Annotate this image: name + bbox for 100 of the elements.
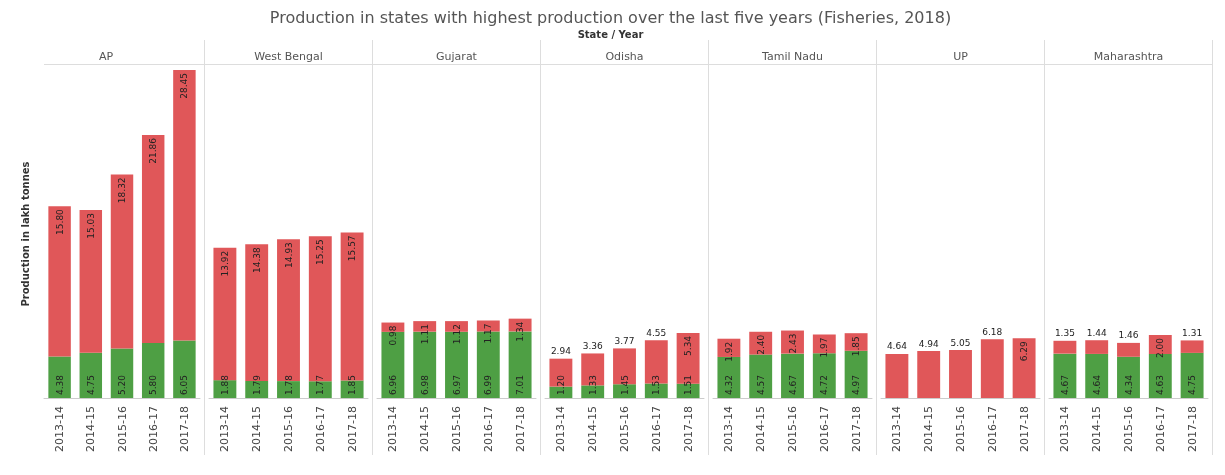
x-tick-label: 2014-15 [754, 406, 768, 453]
bar [749, 354, 773, 399]
bar [1053, 340, 1077, 354]
data-label: 6.97 [451, 374, 462, 396]
data-label: 1.97 [819, 337, 830, 358]
data-label: 1.31 [1182, 327, 1203, 338]
data-label: 4.97 [851, 374, 862, 396]
x-tick-label: 2013-14 [722, 406, 736, 453]
data-label: 4.34 [1123, 374, 1134, 396]
x-tick-label: 2017-18 [849, 406, 863, 453]
data-label: 5.20 [117, 374, 127, 396]
x-tick-label: 2016-17 [146, 406, 160, 453]
bar [917, 351, 941, 399]
x-tick-label: 2013-14 [218, 406, 232, 453]
data-label: 1.85 [347, 374, 358, 396]
data-label: 15.57 [347, 235, 358, 262]
data-label: 6.99 [483, 374, 494, 396]
data-label: 1.35 [1054, 328, 1075, 339]
x-tick-label: 2016-17 [481, 406, 495, 453]
x-tick-label: 2014-15 [586, 406, 600, 453]
bar [885, 353, 909, 399]
data-label: 6.96 [387, 374, 398, 396]
bar [173, 340, 196, 399]
x-tick-label: 2014-15 [250, 406, 264, 453]
x-tick-label: 2015-16 [282, 406, 295, 453]
data-label: 1.11 [419, 324, 430, 345]
x-tick-label: 2017-18 [177, 406, 191, 453]
x-tick-label: 2013-14 [53, 406, 67, 453]
chart-title: Maharashtra [1093, 50, 1164, 63]
bar [79, 352, 103, 399]
data-label: 1.46 [1118, 330, 1139, 341]
data-label: 4.67 [1059, 374, 1070, 396]
data-label: 5.34 [683, 335, 694, 356]
data-label: 4.94 [918, 338, 939, 349]
x-tick-label: 2014-15 [1090, 406, 1104, 453]
data-label: 7.01 [515, 374, 526, 396]
data-label: 1.45 [619, 374, 630, 396]
x-tick-label: 2016-17 [985, 406, 999, 453]
x-tick-label: 2013-14 [386, 406, 400, 453]
data-label: 1.85 [851, 336, 862, 357]
chart-title: UP [953, 50, 969, 63]
bar [141, 342, 165, 399]
data-label: 0.98 [387, 325, 398, 346]
bar [173, 70, 196, 341]
y-axis-title: Production in lakh tonnes [19, 161, 31, 307]
data-label: 1.92 [723, 341, 734, 362]
data-label: 18.32 [117, 177, 127, 204]
x-tick-label: 2015-16 [1122, 406, 1135, 453]
data-label: 6.18 [982, 326, 1003, 337]
data-label: 21.86 [148, 137, 159, 164]
x-tick-label: 2014-15 [84, 406, 98, 453]
chart-title: Tamil Nadu [761, 50, 823, 63]
data-label: 28.45 [179, 73, 190, 99]
data-label: 3.36 [582, 340, 603, 351]
data-label: 5.80 [148, 374, 159, 396]
data-label: 1.34 [515, 321, 526, 342]
data-label: 2.43 [787, 333, 798, 354]
data-label: 1.51 [683, 374, 694, 396]
data-label: 15.03 [85, 212, 96, 239]
x-tick-label: 2013-14 [1058, 406, 1072, 453]
x-tick-label: 2016-17 [649, 406, 663, 453]
bar [949, 350, 972, 399]
data-label: 4.64 [1091, 374, 1102, 396]
bar [1085, 340, 1109, 354]
x-tick-label: 2016-17 [313, 406, 327, 453]
x-tick-label: 2014-15 [418, 406, 432, 453]
data-label: 4.38 [54, 374, 65, 396]
data-label: 4.55 [646, 327, 667, 338]
text: State / Year [576, 29, 645, 40]
x-tick-label: 2017-18 [1185, 406, 1199, 453]
data-label: 1.17 [483, 323, 494, 344]
bar [110, 174, 134, 349]
chart-title: Odisha [605, 50, 644, 63]
data-label: 1.53 [651, 374, 662, 396]
bar [1117, 342, 1140, 357]
data-label: 1.77 [315, 374, 326, 396]
x-tick-label: 2017-18 [1017, 406, 1031, 453]
chart-title: AP [98, 50, 114, 63]
x-tick-label: 2015-16 [618, 406, 631, 453]
data-label: 1.20 [555, 374, 566, 396]
data-label: 1.44 [1086, 327, 1107, 338]
data-label: 6.98 [419, 374, 430, 396]
bar [1053, 353, 1077, 399]
x-tick-label: 2013-14 [890, 406, 904, 453]
x-tick-label: 2015-16 [115, 406, 129, 453]
x-tick-label: 2017-18 [513, 406, 527, 453]
data-label: 4.32 [723, 374, 734, 396]
bar [1117, 356, 1140, 399]
x-tick-label: 2013-14 [554, 406, 568, 453]
data-label: 4.57 [755, 374, 766, 396]
data-label: 2.94 [550, 346, 572, 357]
data-label: 1.12 [451, 324, 462, 345]
x-tick-label: 2014-15 [922, 406, 936, 453]
bar [79, 209, 103, 353]
x-tick-label: 2015-16 [450, 406, 463, 453]
data-label: 6.05 [179, 374, 190, 396]
data-label: 1.79 [251, 374, 262, 396]
x-tick-label: 2015-16 [954, 406, 967, 453]
data-label: 4.63 [1155, 374, 1166, 396]
chart-title: West Bengal [254, 50, 323, 63]
